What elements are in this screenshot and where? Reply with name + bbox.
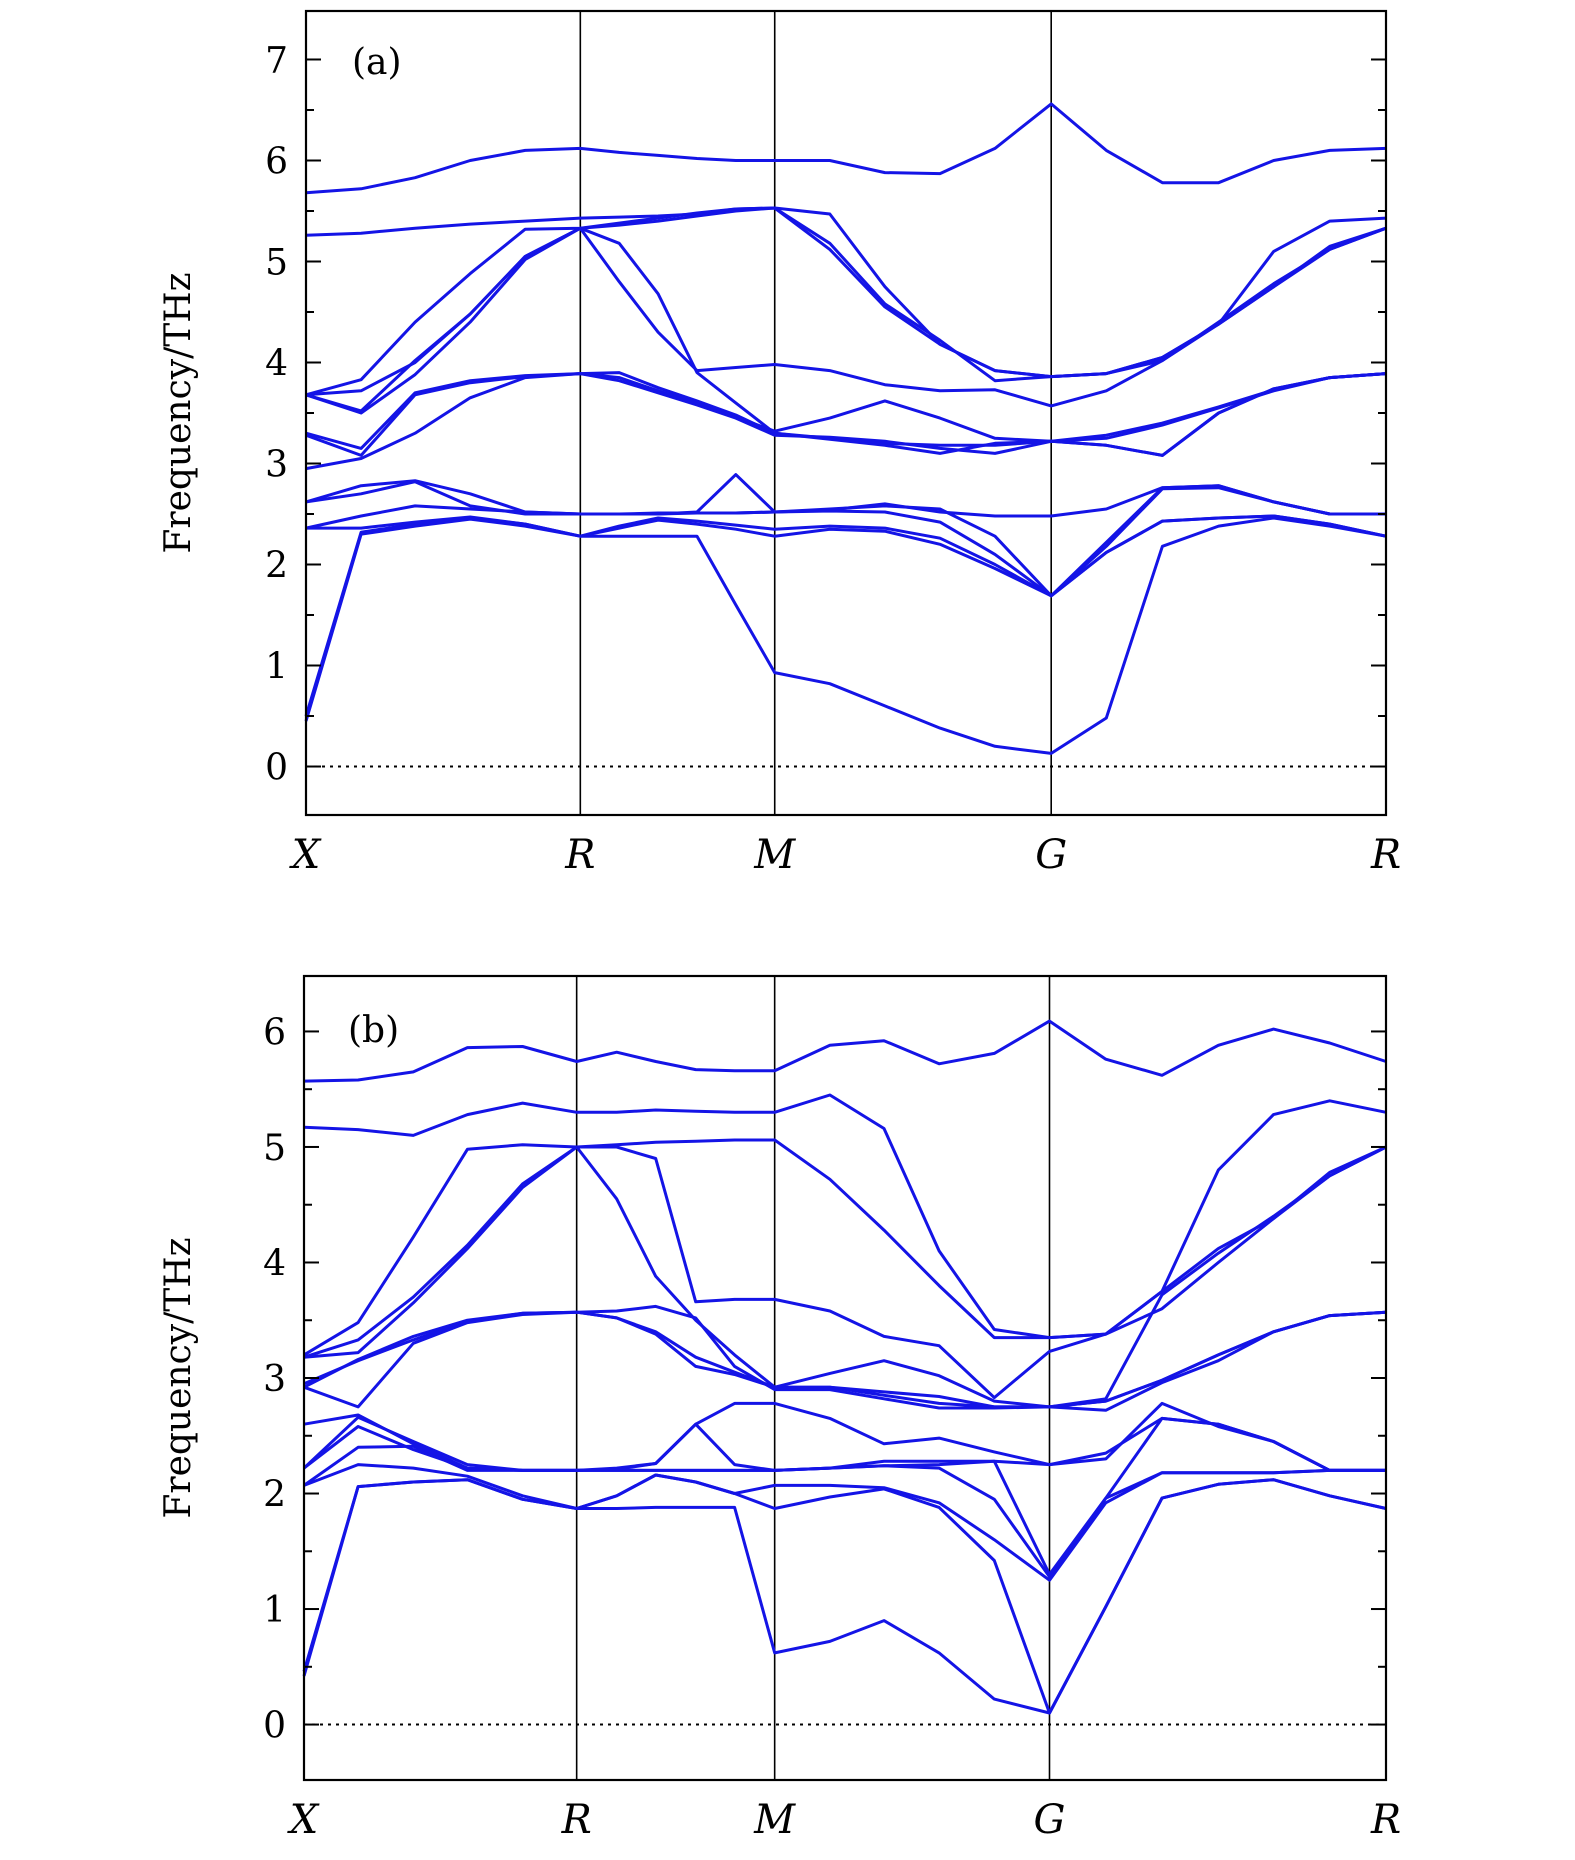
- band-line: [306, 514, 1387, 598]
- band-line: [305, 372, 1387, 457]
- plot-frame: [302, 974, 1388, 1782]
- band-line: [304, 514, 1387, 717]
- band-line: [305, 226, 1387, 457]
- band-line: [305, 102, 1387, 195]
- panel-a: 0 1 2 3 4 5 6 7 X R M G R Frequency/THz (a): [158, 9, 1401, 878]
- y-axis-title: Frequency/THz: [158, 1237, 199, 1518]
- y-tick-label: 3: [263, 1359, 286, 1400]
- y-tick-label: 4: [263, 1243, 286, 1284]
- y-tick-label: 0: [265, 748, 288, 789]
- band-line: [305, 372, 1387, 471]
- y-tick-label: 6: [263, 1012, 286, 1053]
- y-tick-label: 5: [265, 242, 288, 283]
- band-line: [302, 1473, 1387, 1715]
- k-point-label: G: [1035, 832, 1067, 878]
- band-line: [303, 1019, 1387, 1083]
- band-line: [303, 1310, 1387, 1412]
- y-tick-label: 6: [265, 141, 288, 182]
- k-point-label: M: [753, 1797, 796, 1843]
- band-line: [303, 1416, 1386, 1576]
- k-point-label: R: [1370, 1797, 1401, 1843]
- panel-label: (a): [352, 42, 402, 83]
- panel-b: 0 1 2 3 4 5 6 X R M G R Frequency/THz (b): [158, 974, 1401, 1843]
- y-tick-label: 3: [265, 445, 288, 486]
- band-line: [302, 1401, 1386, 1472]
- y-tick-label: 5: [263, 1128, 286, 1169]
- band-line: [303, 1401, 1386, 1472]
- y-axis-title: Frequency/THz: [158, 272, 199, 553]
- k-point-label: X: [289, 832, 322, 878]
- k-point-label: R: [561, 1797, 592, 1843]
- y-tick-label: 4: [265, 343, 288, 384]
- band-line: [303, 1138, 1387, 1357]
- band-line: [303, 1310, 1387, 1409]
- band-line: [305, 206, 1387, 379]
- y-tick-label: 1: [265, 647, 288, 688]
- y-tick-label: 2: [265, 546, 288, 587]
- band-line: [305, 473, 1386, 518]
- k-point-label: R: [1370, 832, 1401, 878]
- panel-label: (b): [348, 1010, 399, 1051]
- y-tick-label: 0: [263, 1706, 286, 1747]
- band-line: [303, 1093, 1387, 1340]
- k-point-label: R: [564, 832, 595, 878]
- band-line: [304, 516, 1387, 755]
- y-tick-label: 2: [263, 1475, 286, 1516]
- y-tick-label: 7: [265, 40, 288, 81]
- band-line: [303, 1145, 1387, 1400]
- k-point-label: M: [753, 832, 796, 878]
- band-line: [303, 1463, 1386, 1582]
- band-line: [302, 1478, 1387, 1715]
- k-point-label: G: [1034, 1797, 1066, 1843]
- y-tick-label: 1: [263, 1590, 286, 1631]
- band-line: [305, 480, 1386, 598]
- k-point-label: X: [287, 1797, 320, 1843]
- band-line: [303, 1145, 1387, 1409]
